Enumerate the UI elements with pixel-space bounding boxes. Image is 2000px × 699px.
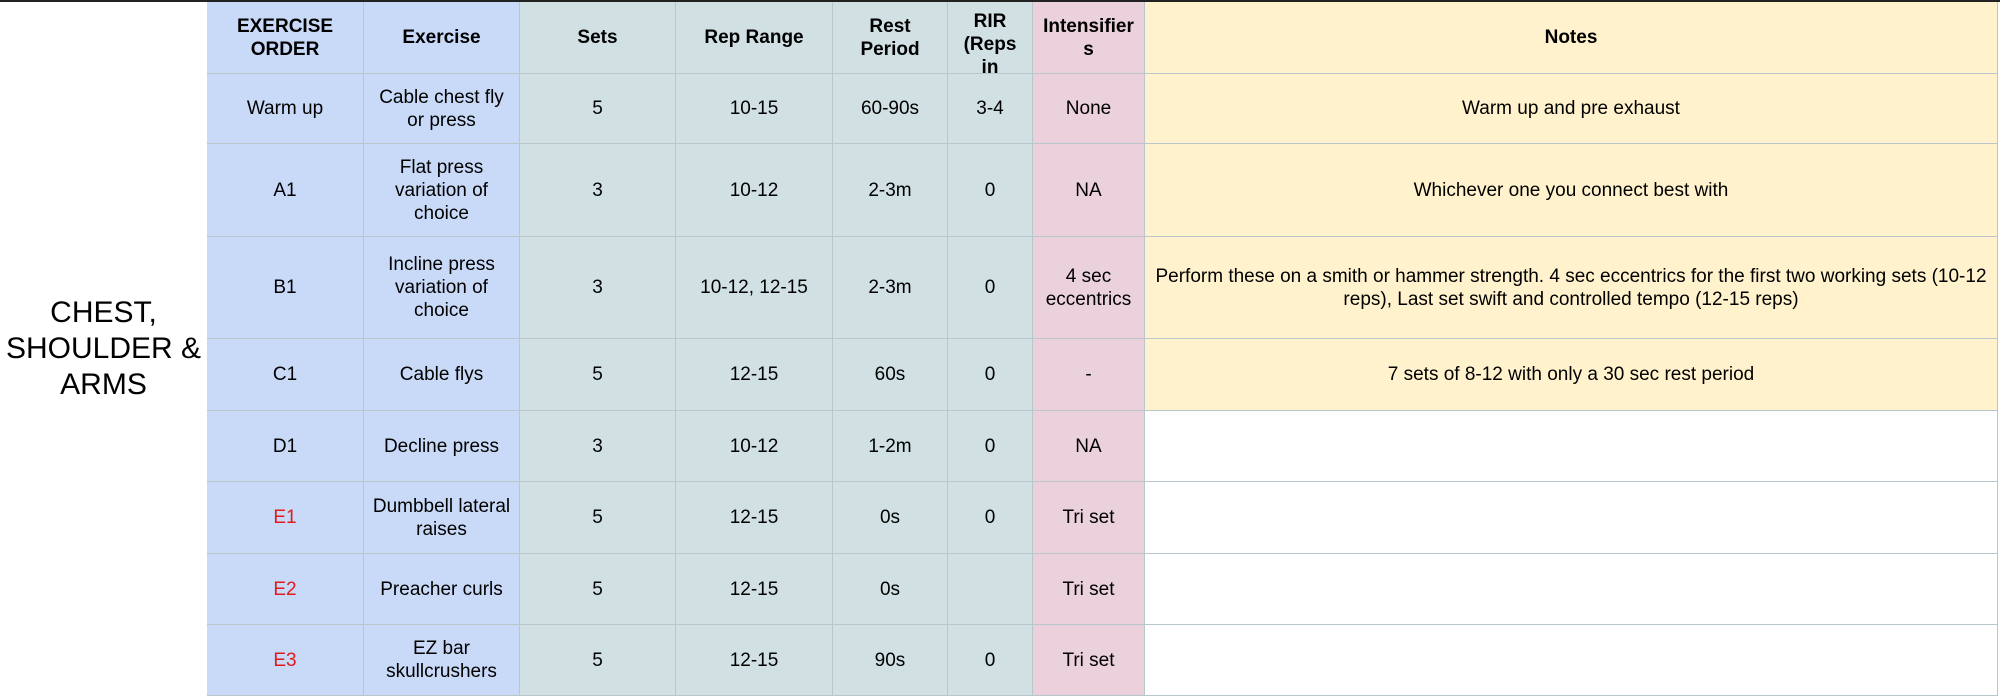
section-label: CHEST, SHOULDER & ARMS: [5, 296, 202, 401]
sets-cell[interactable]: 5: [520, 625, 676, 696]
notes-cell[interactable]: Perform these on a smith or hammer stren…: [1145, 237, 1998, 339]
rep-range-cell[interactable]: 10-12: [676, 411, 833, 482]
table-row: E2 Preacher curls 5 12-15 0s Tri set: [207, 554, 1998, 625]
exercise-cell[interactable]: Dumbbell lateral raises: [364, 482, 520, 554]
rir-cell[interactable]: 0: [948, 237, 1033, 339]
notes-cell[interactable]: Whichever one you connect best with: [1145, 144, 1998, 237]
rir-cell[interactable]: [948, 554, 1033, 625]
order-cell[interactable]: A1: [207, 144, 364, 237]
exercise-cell[interactable]: Preacher curls: [364, 554, 520, 625]
rest-cell[interactable]: 60-90s: [833, 74, 948, 144]
rest-cell[interactable]: 1-2m: [833, 411, 948, 482]
rir-cell[interactable]: 0: [948, 482, 1033, 554]
order-cell[interactable]: C1: [207, 339, 364, 411]
header-rep-range[interactable]: Rep Range: [676, 2, 833, 74]
intensifier-cell[interactable]: None: [1033, 74, 1145, 144]
intensifier-cell[interactable]: 4 sec eccentrics: [1033, 237, 1145, 339]
table-row: E1 Dumbbell lateral raises 5 12-15 0s 0 Tri se…: [207, 482, 1998, 554]
table-row: B1 Incline press variation of choice 3 10-1…: [207, 237, 1998, 339]
notes-cell[interactable]: [1145, 411, 1998, 482]
exercise-cell[interactable]: Cable chest fly or press: [364, 74, 520, 144]
notes-cell[interactable]: [1145, 554, 1998, 625]
sets-cell[interactable]: 3: [520, 144, 676, 237]
rep-range-cell[interactable]: 10-12, 12-15: [676, 237, 833, 339]
notes-cell[interactable]: 7 sets of 8-12 with only a 30 sec rest p…: [1145, 339, 1998, 411]
sets-cell[interactable]: 5: [520, 482, 676, 554]
intensifier-cell[interactable]: Tri set: [1033, 554, 1145, 625]
sets-cell[interactable]: 5: [520, 339, 676, 411]
rep-range-cell[interactable]: 10-15: [676, 74, 833, 144]
exercise-cell[interactable]: EZ bar skullcrushers: [364, 625, 520, 696]
table-row: D1 Decline press 3 10-12 1-2m 0 NA: [207, 411, 1998, 482]
order-cell[interactable]: B1: [207, 237, 364, 339]
intensifier-cell[interactable]: Tri set: [1033, 625, 1145, 696]
sets-cell[interactable]: 5: [520, 554, 676, 625]
header-notes[interactable]: Notes: [1145, 2, 1998, 74]
table-row: C1 Cable flys 5 12-15 60s 0-7 sets of 8-12 wi…: [207, 339, 1998, 411]
table-row: A1 Flat press variation of choice 3 10-12 2-…: [207, 144, 1998, 237]
intensifier-cell[interactable]: NA: [1033, 411, 1145, 482]
rep-range-cell[interactable]: 12-15: [676, 554, 833, 625]
exercise-cell[interactable]: Cable flys: [364, 339, 520, 411]
sets-cell[interactable]: 5: [520, 74, 676, 144]
header-exercise[interactable]: Exercise: [364, 2, 520, 74]
order-cell[interactable]: E2: [207, 554, 364, 625]
order-cell[interactable]: Warm up: [207, 74, 364, 144]
intensifier-cell[interactable]: -: [1033, 339, 1145, 411]
intensifier-cell[interactable]: Tri set: [1033, 482, 1145, 554]
order-cell[interactable]: D1: [207, 411, 364, 482]
exercise-cell[interactable]: Flat press variation of choice: [364, 144, 520, 237]
rest-cell[interactable]: 2-3m: [833, 144, 948, 237]
header-exercise-order[interactable]: EXERCISE ORDER: [207, 2, 364, 74]
notes-cell[interactable]: Warm up and pre exhaust: [1145, 74, 1998, 144]
header-row: EXERCISE ORDER Exercise Sets Rep Range R…: [207, 2, 1998, 78]
rep-range-cell[interactable]: 12-15: [676, 339, 833, 411]
sets-cell[interactable]: 3: [520, 411, 676, 482]
rir-cell[interactable]: 0: [948, 625, 1033, 696]
rep-range-cell[interactable]: 10-12: [676, 144, 833, 237]
rir-cell[interactable]: 0: [948, 411, 1033, 482]
rir-cell[interactable]: 0: [948, 144, 1033, 237]
order-cell[interactable]: E1: [207, 482, 364, 554]
notes-cell[interactable]: [1145, 625, 1998, 696]
header-rest-period[interactable]: Rest Period: [833, 2, 948, 74]
table-row: E3 EZ bar skullcrushers 5 12-15 90s 0 Tri set: [207, 625, 1998, 696]
exercise-cell[interactable]: Incline press variation of choice: [364, 237, 520, 339]
rir-cell[interactable]: 0: [948, 339, 1033, 411]
rep-range-cell[interactable]: 12-15: [676, 482, 833, 554]
rir-cell[interactable]: 3-4: [948, 74, 1033, 144]
rep-range-cell[interactable]: 12-15: [676, 625, 833, 696]
header-rir[interactable]: RIR (Reps in: [948, 2, 1033, 78]
rest-cell[interactable]: 60s: [833, 339, 948, 411]
rest-cell[interactable]: 0s: [833, 482, 948, 554]
sets-cell[interactable]: 3: [520, 237, 676, 339]
intensifier-cell[interactable]: NA: [1033, 144, 1145, 237]
order-cell[interactable]: E3: [207, 625, 364, 696]
exercise-cell[interactable]: Decline press: [364, 411, 520, 482]
header-sets[interactable]: Sets: [520, 2, 676, 74]
rest-cell[interactable]: 90s: [833, 625, 948, 696]
table-row: Warm up Cable chest fly or press 5 10-15 60-…: [207, 74, 1998, 144]
header-intensifiers[interactable]: Intensifier s: [1033, 2, 1145, 74]
rest-cell[interactable]: 0s: [833, 554, 948, 625]
top-border: [0, 0, 2000, 2]
rest-cell[interactable]: 2-3m: [833, 237, 948, 339]
notes-cell[interactable]: [1145, 482, 1998, 554]
